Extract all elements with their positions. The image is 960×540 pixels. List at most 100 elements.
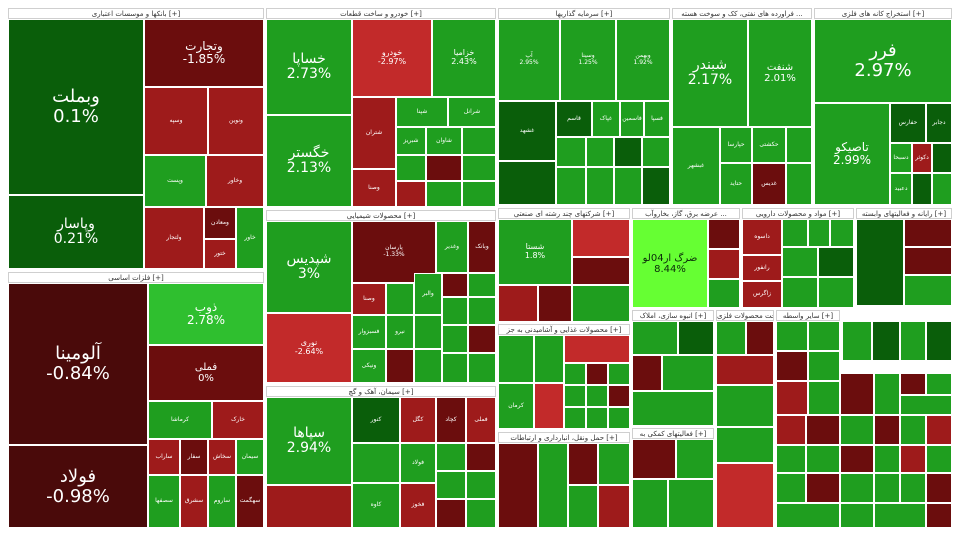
tile-sepaha[interactable]: سپاها 2.94% (266, 397, 352, 485)
tile-metal-j[interactable]: سهگمت (236, 475, 264, 528)
tile-oil-e[interactable]: حتاید (720, 163, 752, 205)
tile-cement-o[interactable] (466, 499, 496, 528)
tile-shasta[interactable]: شستا 1.8% (498, 219, 572, 285)
sector-header-banks-multi[interactable]: فعالیتهای کمکی به [+] (632, 428, 714, 439)
sector-header-real-estate[interactable]: انبوه سازی، املاک [+] (632, 310, 714, 321)
tile-fr-u[interactable] (874, 445, 900, 473)
tile-fr-z[interactable] (840, 473, 874, 503)
tile-food-n[interactable] (608, 407, 630, 429)
tile-fr-y[interactable] (806, 473, 840, 503)
tile-food-a[interactable] (498, 335, 534, 383)
tile-mine-e[interactable] (932, 143, 952, 173)
tile-pharma-i[interactable] (782, 277, 818, 308)
tile-inv-g[interactable] (586, 137, 614, 167)
tile-po-c[interactable] (776, 351, 808, 381)
tile-metal-f[interactable]: سیمان (236, 439, 264, 475)
tile-bank-e[interactable]: ولتجار (144, 207, 204, 269)
tile-po-d[interactable] (808, 351, 840, 381)
tile-mp-f[interactable] (716, 463, 774, 528)
tile-po-a[interactable] (776, 321, 808, 351)
tile-noori[interactable]: نوری -2.64% (266, 313, 352, 383)
sector-header-investment[interactable]: سرمایه گذاریها [+] (498, 8, 670, 19)
tile-food-i[interactable] (564, 385, 586, 407)
tile-auto-c[interactable]: شرانل (448, 97, 496, 127)
tile-aux-d[interactable] (668, 479, 714, 528)
tile-chem-e[interactable]: والبر (414, 273, 442, 315)
tile-metal-e[interactable]: سخاش (208, 439, 236, 475)
tile-fr-f[interactable] (808, 381, 840, 415)
tile-re-c[interactable] (632, 355, 662, 391)
tile-fr-b[interactable] (872, 321, 900, 361)
tile-fr-n[interactable] (840, 415, 874, 445)
tile-cement-i[interactable]: فخوز (400, 483, 436, 528)
tile-chem-r[interactable] (442, 353, 468, 383)
tile-trans-d[interactable] (598, 443, 630, 485)
tile-parsan[interactable]: پارسان -1.33% (352, 221, 436, 283)
tile-fr-k[interactable] (900, 395, 952, 415)
tile-inv-i[interactable] (642, 137, 670, 167)
tile-metal-c[interactable]: ساراب (148, 439, 180, 475)
tile-cement-m[interactable] (466, 471, 496, 499)
tile-metal-g[interactable]: سصفها (148, 475, 180, 528)
tile-fr-t[interactable] (840, 445, 874, 473)
tile-bank-f[interactable]: ومعادن (204, 207, 236, 239)
tile-auto-m[interactable] (462, 181, 496, 207)
tile-fr-q[interactable] (926, 415, 952, 445)
tile-fr-v[interactable] (900, 445, 926, 473)
tile-chem-k[interactable] (386, 349, 414, 383)
tile-cement-l[interactable] (436, 471, 466, 499)
tile-metal-i[interactable]: ساروم (208, 475, 236, 528)
tile-pharma-h[interactable] (818, 247, 854, 277)
tile-food-g[interactable] (586, 363, 608, 385)
tile-fr-w[interactable] (926, 445, 952, 473)
tile-auto-f[interactable] (462, 127, 496, 155)
tile-trans-b[interactable] (538, 443, 568, 528)
sector-header-auto[interactable]: خودرو و ساخت قطعات [+] (266, 8, 496, 19)
sector-header-food[interactable]: محصولات غذایی و آشامیدنی به جز [+] (498, 324, 630, 335)
tile-pharma-j[interactable] (818, 277, 854, 308)
tile-bank-b[interactable]: ونوین (208, 87, 264, 155)
tile-fr-af[interactable] (874, 503, 926, 528)
tile-vgohar[interactable]: آپ 2.95% (498, 19, 560, 101)
tile-auto-l[interactable] (426, 181, 462, 207)
tile-trans-c[interactable] (568, 443, 598, 485)
tile-bank-g[interactable]: خاور (236, 207, 264, 269)
tile-cement-b[interactable]: کنور (352, 397, 400, 443)
tile-mp-e[interactable] (716, 427, 774, 463)
tile-mp-c[interactable] (716, 355, 774, 385)
tile-vpasar[interactable]: وپاسار 0.21% (8, 195, 144, 269)
tile-inv-h[interactable] (614, 137, 642, 167)
tile-mp-b[interactable] (746, 321, 774, 355)
tile-fr-ab[interactable] (900, 473, 926, 503)
sector-header-chemicals[interactable]: محصولات شیمیایی [+] (266, 210, 496, 221)
tile-foolad[interactable]: فولاد -0.98% (8, 445, 148, 528)
tile-food-e[interactable]: کرمان (498, 383, 534, 429)
sector-header-tech[interactable]: رایانه و فعالیتهای وابسته [+] (856, 208, 952, 219)
tile-food-h[interactable] (608, 363, 630, 385)
tile-fr-ad[interactable] (776, 503, 840, 528)
tile-tech-b[interactable] (904, 219, 952, 247)
tile-fr-g[interactable] (840, 373, 874, 415)
tile-vsina[interactable]: وسینا 1.25% (560, 19, 616, 101)
tile-food-b[interactable] (534, 335, 564, 383)
tile-vtejarat[interactable]: وتجارت -1.85% (144, 19, 264, 87)
tile-shbandar[interactable]: شبندر 2.17% (672, 19, 748, 127)
tile-trans-a[interactable] (498, 443, 538, 528)
tile-khsapa[interactable]: خساپا 2.73% (266, 19, 352, 115)
tile-inv-j[interactable] (498, 161, 556, 205)
tile-chem-p[interactable] (442, 325, 468, 353)
tile-chem-m[interactable] (414, 349, 442, 383)
tile-auto-j[interactable]: وصنا (352, 169, 396, 207)
tile-re-b[interactable] (678, 321, 714, 355)
tile-chem-a[interactable]: وغدیر (436, 221, 468, 273)
tile-pharma-c[interactable] (808, 219, 830, 247)
tile-chem-h[interactable]: فسبزوار (352, 315, 386, 349)
tile-tapico[interactable]: تاصیکو 2.99% (814, 103, 890, 205)
sector-header-metal-products[interactable]: ساخت محصولات فلزی (716, 310, 774, 321)
tile-pharma-e[interactable]: رانفور (742, 255, 782, 281)
tile-food-m[interactable] (586, 407, 608, 429)
tile-chem-s[interactable] (468, 353, 496, 383)
tile-fr-x[interactable] (776, 473, 806, 503)
sector-header-mining[interactable]: استخراج کانه های فلزی [+] (814, 8, 952, 19)
tile-oil-g[interactable] (786, 163, 812, 205)
